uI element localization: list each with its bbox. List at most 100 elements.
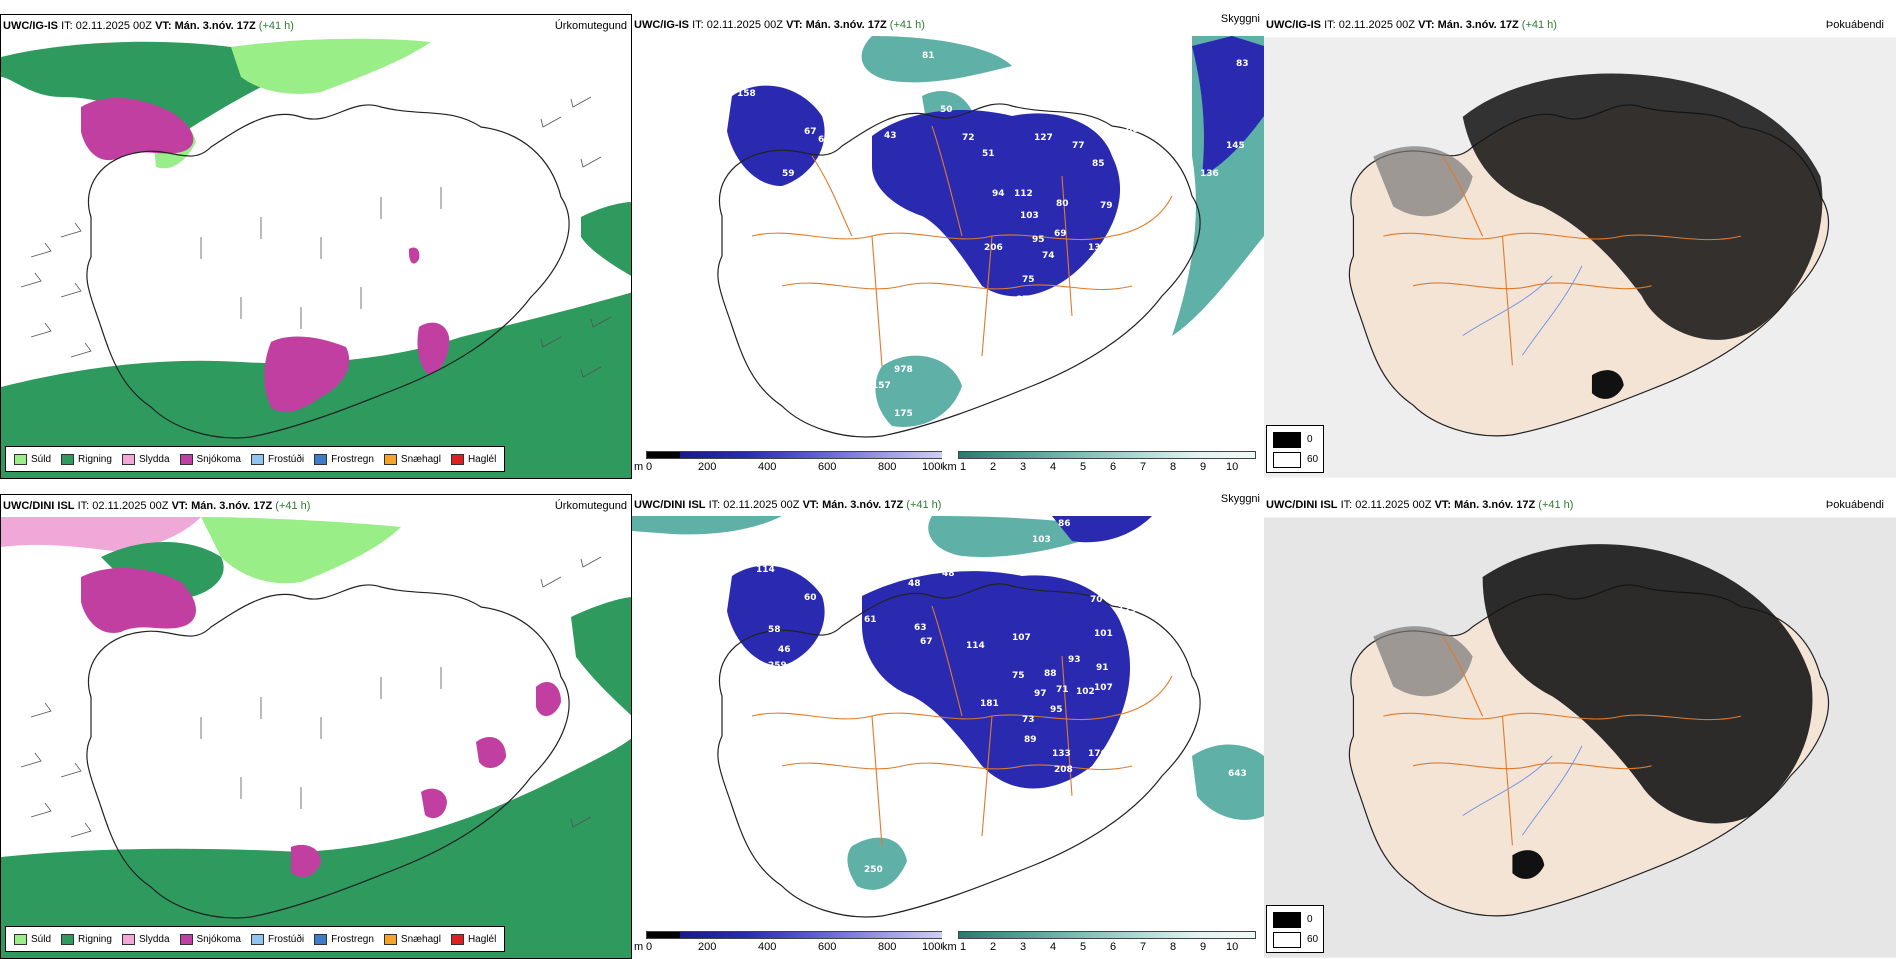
- visibility-value: 95: [1050, 705, 1063, 715]
- legend-item: Snæhagl: [383, 453, 441, 465]
- fog-legend-low-swatch: [1273, 912, 1301, 928]
- snow-area: [421, 788, 447, 819]
- legend-swatch: [450, 453, 464, 465]
- visibility-value-labels: 86 103 199 114 60 62 48 48 61 63 107 58 …: [698, 519, 1247, 875]
- visibility-value: 107: [752, 71, 771, 81]
- fog-legend-high-swatch: [1273, 452, 1301, 468]
- visibility-value: 89: [1024, 735, 1037, 745]
- low-ceiling-area: [1052, 516, 1152, 543]
- ceiling-tick: 600: [818, 461, 837, 473]
- panel-type-label: Þokuábendi: [1825, 499, 1884, 511]
- visibility-value: 2: [1078, 339, 1084, 349]
- forecast-hour: (+41 h): [275, 500, 311, 512]
- visibility-value: 71: [1056, 685, 1069, 695]
- ceiling-gradient: [646, 931, 946, 939]
- visibility-value: 68: [1132, 149, 1145, 159]
- visibility-colorbar: km 1 2 3 4 5 6 7 8 9 10: [942, 931, 1260, 957]
- visibility-tick: 3: [1020, 461, 1027, 473]
- visibility-tick: 9: [1200, 941, 1207, 953]
- visibility-value: 87: [1016, 295, 1029, 305]
- it-value: 02.11.2025 00Z: [75, 20, 152, 32]
- visibility-tick: 2: [990, 941, 997, 953]
- visibility-value: 43: [884, 131, 897, 141]
- visibility-value: 103: [1020, 211, 1039, 221]
- low-visibility-area: [861, 36, 1012, 83]
- visibility-value: 259: [768, 661, 787, 671]
- visibility-value: 66: [1126, 125, 1139, 135]
- legend-swatch: [383, 933, 397, 945]
- legend-item: Rigning: [61, 453, 112, 465]
- vt-value: Mán. 3.nóv. 17Z: [1437, 19, 1519, 31]
- snow-area: [476, 737, 506, 769]
- vt-label: VT:: [802, 499, 820, 511]
- precip-type-panel-row1: UWC/IG-IS IT: 02.11.2025 00Z VT: Mán. 3.…: [0, 14, 632, 479]
- visibility-value: 75: [1012, 671, 1025, 681]
- legend-swatch: [61, 453, 75, 465]
- coastline: [717, 583, 1201, 918]
- fog-legend-low-swatch: [1273, 432, 1301, 448]
- visibility-value-labels: 81 83 107 158 67 63 43 50 72 51 127 59 4…: [737, 51, 1249, 419]
- fog-dark-area: [1512, 850, 1545, 879]
- visibility-value: 42: [774, 195, 787, 205]
- fog-legend-high: 60: [1307, 934, 1319, 945]
- visibility-value: 75: [1022, 275, 1035, 285]
- visibility-tick: 2: [990, 461, 997, 473]
- visibility-value: 48: [942, 569, 955, 579]
- road-network: [751, 605, 1173, 847]
- visibility-tick: 5: [1080, 941, 1087, 953]
- visibility-colorbar: km 1 2 3 4 5 6 7 8 9 10: [942, 451, 1260, 477]
- visibility-tick: 1: [960, 461, 967, 473]
- low-ceiling-area: [1192, 36, 1264, 176]
- low-visibility-area: [875, 355, 962, 427]
- model-label: UWC/DINI ISL: [1266, 499, 1338, 511]
- ceiling-tick: 1000: [922, 461, 947, 473]
- road-network: [1383, 636, 1742, 846]
- visibility-tick: 9: [1200, 461, 1207, 473]
- model-label: UWC/IG-IS: [1266, 19, 1321, 31]
- snow-area: [81, 567, 196, 633]
- visibility-value: 107: [1094, 683, 1113, 693]
- fog-map: [1264, 517, 1896, 958]
- fog-legend: 0 60: [1266, 425, 1324, 473]
- fog-indicator-panel-row1: UWC/IG-IS IT: 02.11.2025 00Z VT: Mán. 3.…: [1264, 14, 1900, 479]
- visibility-value: 89: [1152, 179, 1165, 189]
- legend-swatch: [314, 453, 328, 465]
- visibility-unit: km: [942, 461, 957, 473]
- visibility-tick: 7: [1140, 461, 1147, 473]
- visibility-value: 95: [1032, 235, 1045, 245]
- visibility-value: 51: [982, 149, 995, 159]
- visibility-value: 70: [1116, 273, 1129, 283]
- panel-type-label: Skyggni: [1220, 494, 1260, 505]
- fog-legend-low: 0: [1307, 434, 1313, 445]
- visibility-value: 63: [818, 135, 831, 145]
- visibility-tick: 6: [1110, 461, 1117, 473]
- visibility-value: 80: [1056, 199, 1069, 209]
- visibility-value: 127: [1034, 133, 1053, 143]
- visibility-value: 978: [894, 365, 913, 375]
- visibility-value: 59: [1120, 169, 1133, 179]
- fog-map: [1264, 37, 1896, 478]
- visibility-gradient: [958, 931, 1256, 939]
- snow-area: [408, 247, 420, 264]
- visibility-value: 48: [698, 715, 711, 725]
- ceiling-unit: m: [634, 941, 644, 953]
- it-label: IT:: [1324, 19, 1336, 31]
- visibility-value: 83: [1236, 59, 1249, 69]
- vt-label: VT:: [171, 500, 189, 512]
- ceiling-gradient: [646, 451, 946, 459]
- rain-area: [1, 41, 286, 147]
- ceiling-colorbar: m 0 200 400 600 800 1000: [634, 931, 952, 957]
- model-label: UWC/DINI ISL: [3, 500, 75, 512]
- visibility-value: 192: [1130, 717, 1149, 727]
- visibility-value: 60: [788, 239, 801, 249]
- legend-swatch: [250, 933, 264, 945]
- it-label: IT:: [692, 19, 704, 31]
- model-label: UWC/DINI ISL: [634, 499, 706, 511]
- panel-type-label: Skyggni: [1220, 14, 1260, 25]
- visibility-tick: 1: [960, 941, 967, 953]
- visibility-value: 62: [846, 597, 859, 607]
- visibility-value: 101: [1094, 629, 1113, 639]
- visibility-value: 97: [1034, 689, 1047, 699]
- rain-area: [101, 542, 224, 597]
- forecast-hour: (+41 h): [906, 499, 942, 511]
